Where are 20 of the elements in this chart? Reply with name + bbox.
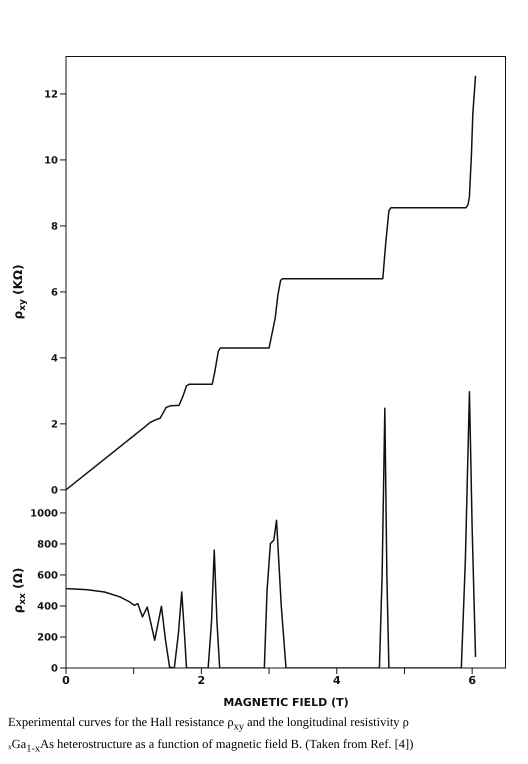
text: Experimental curves for the Hall resistance ρ$_{xy}$ and the longitudinal resistivity ρ	[8, 714, 410, 734]
y-tick-label: 8	[51, 221, 58, 232]
x-axis-title: MAGNETIC FIELD (T)	[223, 696, 349, 709]
y-tick-label: 12	[44, 89, 58, 100]
y-tick-label: 1000	[30, 508, 58, 520]
y-tick-label: 600	[37, 570, 58, 582]
y-tick-label: 0	[51, 485, 58, 496]
y-tick-label: 200	[37, 632, 58, 644]
x-tick-label: 4	[332, 674, 341, 687]
x-tick-label: 0	[62, 674, 70, 687]
text: ₓGa$_{1-x}$As heterostructure as a function of magnetic field B. (Taken from Ref. [4])	[8, 736, 414, 756]
y-tick-label: 10	[44, 155, 58, 166]
x-tick-label: 6	[468, 674, 476, 687]
y-tick-label: 400	[37, 602, 58, 613]
y-tick-label: 0	[51, 664, 58, 675]
x-tick-label: 2	[198, 674, 206, 687]
y-tick-label: 4	[51, 353, 58, 364]
y-tick-label: 2	[51, 419, 58, 430]
y-tick-label: 6	[51, 287, 58, 298]
y-tick-label: 800	[37, 539, 58, 550]
